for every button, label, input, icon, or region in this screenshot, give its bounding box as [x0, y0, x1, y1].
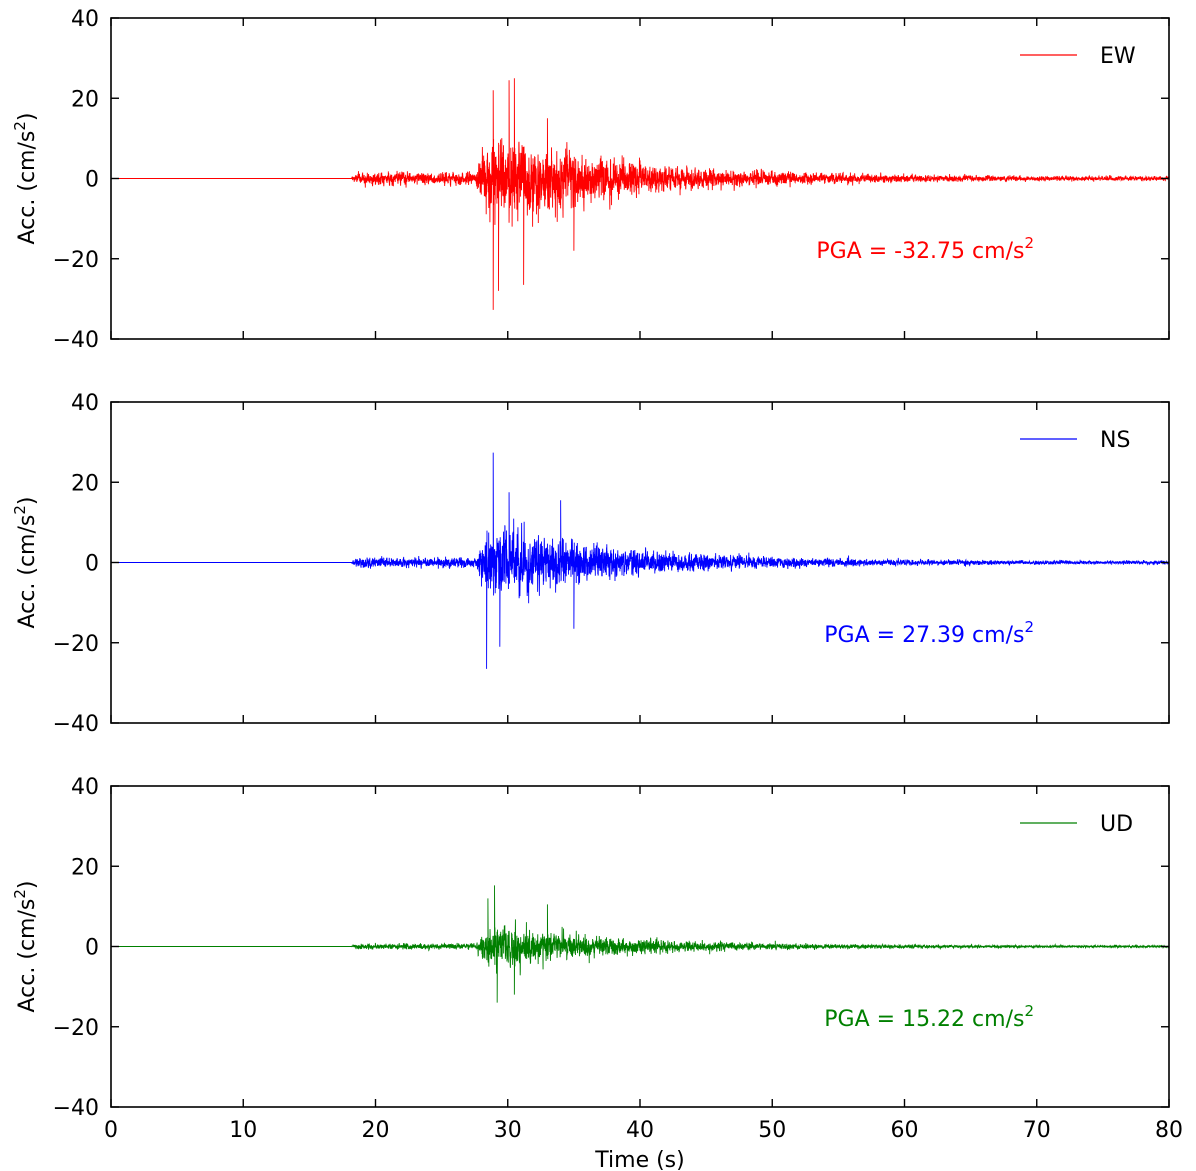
pga-annotation: PGA = -32.75 cm/s2: [816, 234, 1034, 264]
x-tick-label: 20: [362, 1118, 390, 1143]
x-tick-label: 80: [1155, 1118, 1183, 1143]
y-tick-label: 0: [85, 168, 99, 193]
y-tick-label: 0: [85, 552, 99, 577]
pga-annotation: PGA = 27.39 cm/s2: [824, 618, 1034, 648]
legend-label: EW: [1100, 44, 1136, 69]
y-tick-label: 40: [71, 775, 99, 800]
x-tick-label: 70: [1023, 1118, 1051, 1143]
pga-annotation: PGA = 15.22 cm/s2: [824, 1002, 1034, 1032]
y-axis-label: Acc. (cm/s2): [11, 113, 40, 245]
x-tick-label: 40: [626, 1118, 654, 1143]
x-tick-label: 10: [229, 1118, 257, 1143]
y-tick-label: 20: [71, 855, 99, 880]
series-line-ns: [111, 452, 1169, 669]
legend-label: NS: [1100, 428, 1130, 453]
x-tick-label: 0: [104, 1118, 118, 1143]
y-tick-label: −40: [53, 712, 99, 737]
panel-ns: 40 20 0 −20 −40 Acc. (cm/s2) NS PGA = 27.39 cm/…: [11, 391, 1170, 737]
series-line-ew: [111, 78, 1169, 310]
y-tick-label: −40: [53, 328, 99, 353]
series-line-ud: [111, 885, 1169, 1003]
legend-label: UD: [1100, 812, 1133, 837]
y-tick-label: 20: [71, 471, 99, 496]
y-tick-label: 0: [85, 936, 99, 961]
y-tick-label: 40: [71, 7, 99, 32]
y-tick-label: 40: [71, 391, 99, 416]
panel-ew: 40 20 0 −20 −40 Acc. (cm/s2) EW PGA = -32.75 cm…: [11, 7, 1170, 353]
y-tick-label: 20: [71, 87, 99, 112]
y-tick-label: −20: [53, 632, 99, 657]
y-axis-label: Acc. (cm/s2): [11, 881, 40, 1013]
y-axis-label: Acc. (cm/s2): [11, 497, 40, 629]
y-tick-label: −20: [53, 1016, 99, 1041]
x-tick-label: 30: [494, 1118, 522, 1143]
x-tick-label: 50: [758, 1118, 786, 1143]
x-tick-label: 60: [891, 1118, 919, 1143]
y-tick-label: −40: [53, 1096, 99, 1121]
x-axis-label: Time (s): [594, 1148, 684, 1171]
y-tick-label: −20: [53, 248, 99, 273]
